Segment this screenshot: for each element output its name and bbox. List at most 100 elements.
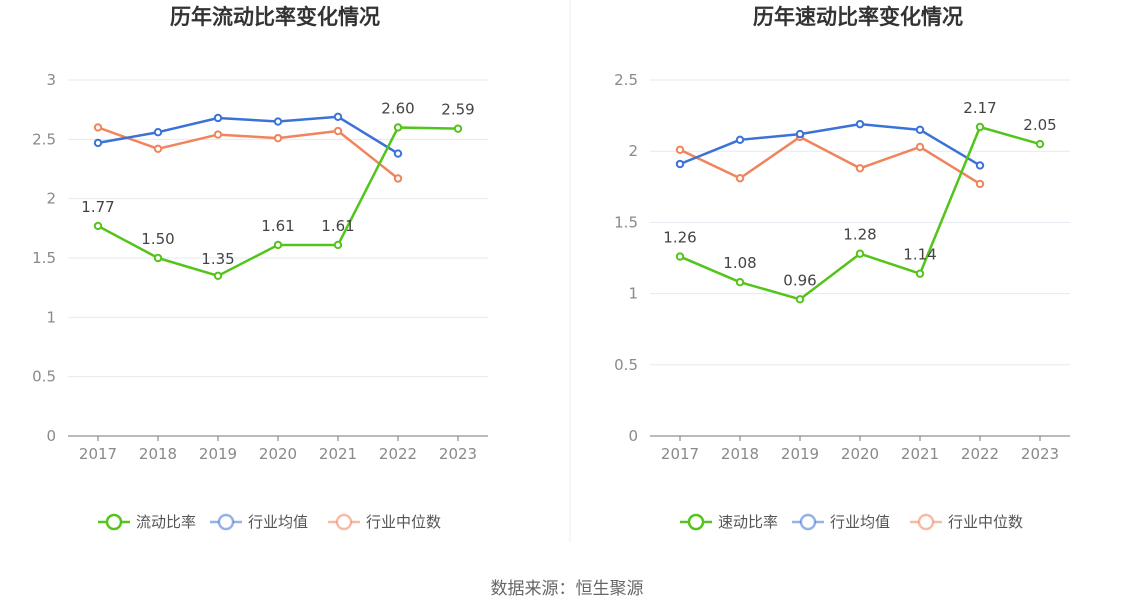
series-1: 1.77 1.50 1.35 1.61 1.61 2.60 2.59 [81,99,475,280]
data-label: 0.96 [783,271,816,289]
legend-item-1[interactable]: 流动比率 [98,513,196,531]
data-label: 1.08 [723,254,756,272]
data-label: 1.28 [843,226,876,244]
data-label: 1.26 [663,229,696,247]
data-point [393,174,403,183]
data-point [675,145,685,154]
data-point [915,269,925,278]
y-tick-label: 2 [46,190,56,208]
series-3 [675,132,985,189]
data-point [213,113,223,123]
legend-marker [917,513,935,531]
data-point [273,240,283,250]
data-point [213,271,223,280]
data-point [453,124,463,133]
y-tick-label: 0.5 [614,356,638,374]
data-label: 2.05 [1023,116,1056,134]
x-tick-label: 2018 [139,445,177,463]
data-point [735,278,745,287]
chart-title: 历年速动比率变化情况 [753,5,963,29]
series-line [97,115,399,155]
x-tick-label: 2019 [781,445,819,463]
data-point [675,159,685,169]
x-tick-label: 2018 [721,445,759,463]
legend-item-3[interactable]: 行业中位数 [328,513,441,531]
data-point [153,144,163,154]
data-point [975,179,985,189]
legend-item-3[interactable]: 行业中位数 [910,513,1023,531]
y-tick-label: 3 [46,71,56,89]
data-point [393,123,403,132]
legend-label: 行业中位数 [366,513,441,531]
x-tick-label: 2017 [79,445,117,463]
series-3 [93,123,403,183]
data-point [675,252,685,261]
y-tick-label: 2 [628,142,638,160]
legend-marker [799,513,817,531]
data-point [735,174,745,183]
data-point [915,125,925,135]
chart-title: 历年流动比率变化情况 [170,5,380,29]
data-label: 1.50 [141,230,174,248]
chart-panel-2: 历年速动比率变化情况 0 0.5 1 1.5 2 2.5 2017 2018 2019 2020 20… [614,5,1070,531]
data-point [93,123,103,132]
legend-item-1[interactable]: 速动比率 [680,513,778,531]
x-tick-label: 2019 [199,445,237,463]
legend-marker [105,513,123,531]
legend-label: 速动比率 [718,513,778,531]
data-point [855,249,865,258]
data-point [855,164,865,173]
data-point [795,295,805,304]
x-tick-label: 2021 [319,445,357,463]
data-point [273,117,283,126]
series-line [679,122,981,167]
data-point [975,122,985,132]
y-tick-label: 0 [46,427,56,445]
x-tick-label: 2023 [439,445,477,463]
x-tick-label: 2020 [841,445,879,463]
legend-label: 行业均值 [248,513,308,531]
series-line [97,126,399,180]
x-tick-label: 2021 [901,445,939,463]
series-line [97,126,459,278]
y-tick-label: 1 [628,285,638,303]
data-point [1035,139,1045,149]
data-point [975,161,985,170]
legend-item-2[interactable]: 行业均值 [792,513,890,531]
data-point [333,240,343,250]
data-label: 1.61 [321,217,354,235]
x-tick-label: 2023 [1021,445,1059,463]
data-label: 1.14 [903,246,936,264]
legend-label: 流动比率 [136,513,196,531]
legend-marker [217,513,235,531]
y-tick-label: 2.5 [32,130,56,148]
data-label: 1.77 [81,198,114,216]
legend-marker [687,513,705,531]
data-point [153,253,163,263]
series-2 [675,119,985,170]
x-tick-label: 2022 [379,445,417,463]
data-point [333,126,343,136]
data-point [735,135,745,145]
series-line [679,135,981,186]
data-label: 1.61 [261,217,294,235]
legend-label: 行业均值 [830,513,890,531]
data-point [855,119,865,129]
x-tick-label: 2017 [661,445,699,463]
data-point [273,133,283,143]
chart-panel-1: 历年流动比率变化情况 0 0.5 1 1.5 2 2.5 3 2017 2018 2019 2020 2… [32,5,488,531]
y-tick-label: 2.5 [614,71,638,89]
series-line [679,125,1041,301]
data-label: 2.17 [963,99,996,117]
series-1: 1.26 1.08 0.96 1.28 1.14 2.17 2.05 [663,99,1057,304]
legend-item-2[interactable]: 行业均值 [210,513,308,531]
data-point [213,130,223,139]
series-2 [93,112,403,158]
y-tick-label: 1.5 [614,213,638,231]
data-label: 1.35 [201,250,234,268]
data-source-note: 数据来源：恒生聚源 [490,579,644,599]
data-point [93,138,103,148]
data-point [915,142,925,152]
legend-label: 行业中位数 [948,513,1023,531]
